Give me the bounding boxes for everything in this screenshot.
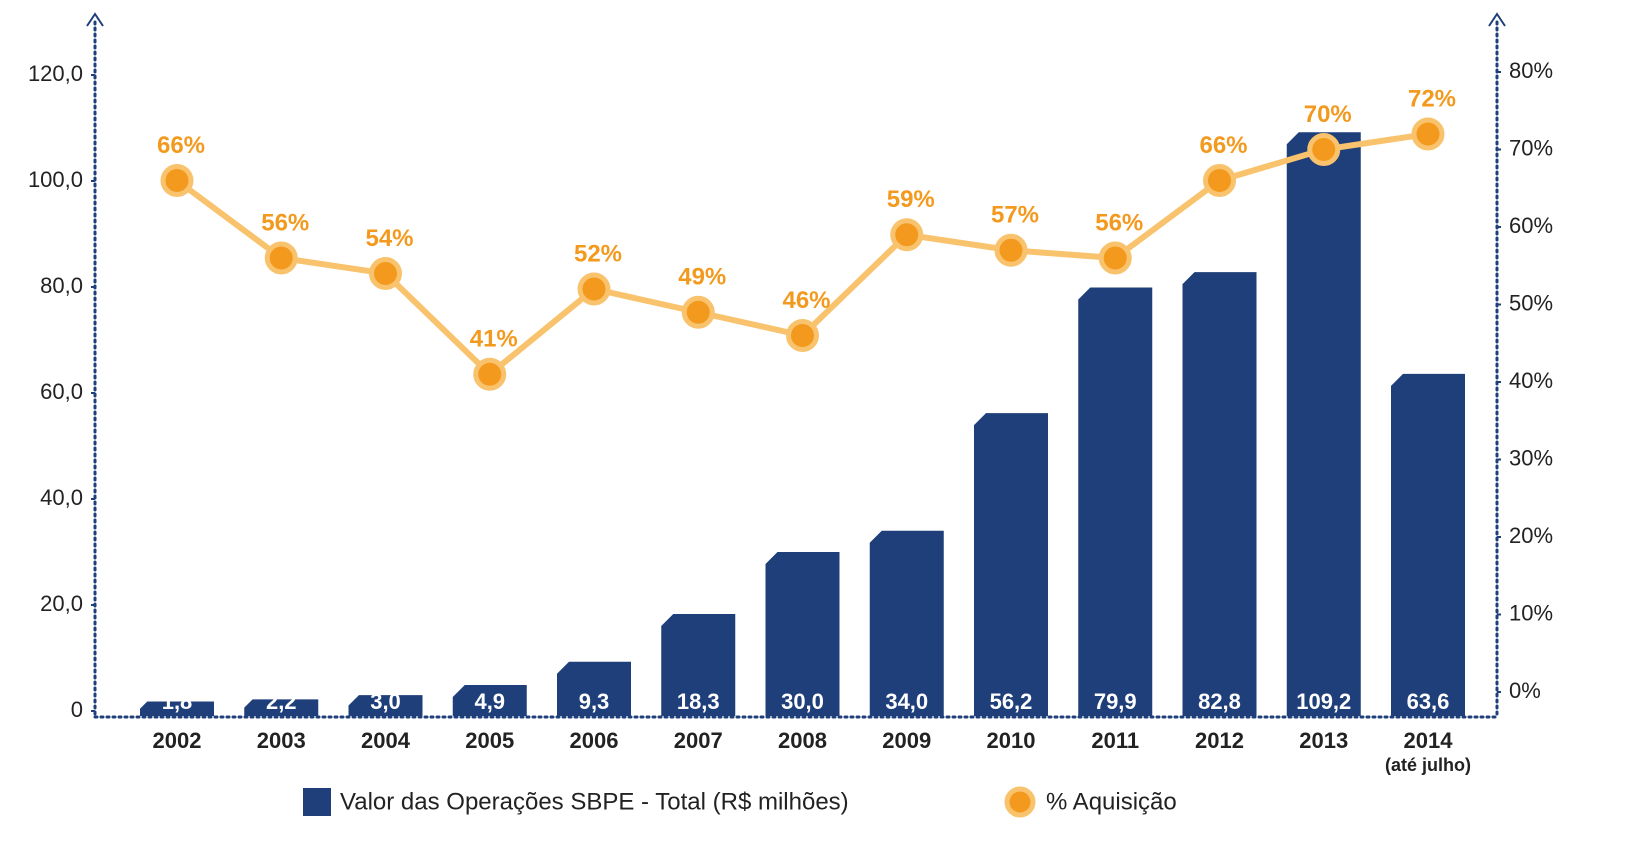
line-point (160, 164, 194, 197)
y2-tick-label: 10% (1509, 600, 1553, 625)
line-point (786, 319, 819, 352)
bar-value-label: 56,2 (990, 689, 1033, 714)
bar-value-label: 109,2 (1296, 689, 1351, 714)
x-tick-label: 2002 (153, 728, 202, 753)
line-value-label: 59% (887, 186, 935, 213)
y2-tick-label: 80% (1509, 58, 1553, 83)
bar (1391, 373, 1465, 716)
x-tick-label: 2009 (882, 728, 931, 753)
x-tick-label: 2014 (1404, 728, 1454, 753)
bar (1078, 287, 1153, 716)
line-value-label: 66% (1199, 132, 1247, 159)
legend-swatch (303, 788, 331, 816)
bar (244, 699, 319, 716)
y-tick-label: 80,0 (40, 273, 83, 298)
x-tick-label: 2007 (674, 728, 723, 753)
line-point (1203, 164, 1236, 197)
x-tick-label: 2003 (257, 728, 306, 753)
x-tick-label: 2004 (361, 728, 411, 753)
y2-tick-label: 0% (1509, 678, 1541, 703)
line-value-label: 54% (365, 225, 413, 252)
line-value-label: 56% (261, 209, 309, 236)
bar-value-label: 79,9 (1094, 689, 1137, 714)
bar (661, 614, 736, 716)
y-tick-label: 60,0 (40, 379, 83, 404)
y-tick-label: 120,0 (28, 61, 83, 86)
x-tick-label: 2010 (987, 728, 1036, 753)
y-tick-label: 0 (71, 697, 83, 722)
line-value-label: 72% (1408, 85, 1456, 112)
line-point (577, 272, 611, 306)
bar-value-label: 9,3 (579, 689, 610, 714)
x-tick-label: 2006 (570, 728, 619, 753)
line-point (369, 257, 402, 290)
line-point (264, 241, 298, 275)
y2-tick-label: 30% (1509, 445, 1553, 470)
bar (974, 413, 1048, 716)
y-tick-label: 20,0 (40, 591, 83, 616)
line-value-label: 70% (1304, 101, 1352, 128)
bar (557, 661, 631, 716)
x-tick-label: 2013 (1299, 728, 1348, 753)
bar (1286, 132, 1361, 717)
line-value-label: 46% (782, 287, 830, 314)
line-point (681, 295, 715, 329)
bar-value-label: 3,0 (370, 689, 401, 714)
bar-value-label: 4,9 (474, 689, 505, 714)
bar-value-label: 30,0 (781, 689, 824, 714)
bar (869, 530, 944, 716)
y-tick-label: 40,0 (40, 485, 83, 510)
x-tick-label: 2011 (1091, 728, 1139, 753)
legend-label: % Aquisição (1046, 788, 1177, 815)
y2-tick-label: 40% (1509, 368, 1553, 393)
y2-tick-label: 60% (1509, 213, 1553, 238)
y2-tick-label: 70% (1509, 135, 1553, 160)
line-value-label: 56% (1095, 209, 1143, 236)
bar (348, 695, 423, 716)
bar (140, 701, 214, 716)
line-value-label: 57% (991, 202, 1039, 229)
bar-value-label: 18,3 (677, 689, 720, 714)
bar-value-label: 63,6 (1407, 689, 1450, 714)
bar-value-label: 1,8 (162, 689, 193, 714)
line-point (1098, 241, 1132, 275)
bar (1182, 272, 1257, 716)
line-value-label: 41% (470, 326, 518, 353)
line-value-label: 49% (678, 264, 726, 291)
bar-value-label: 82,8 (1198, 689, 1241, 714)
y-tick-label: 100,0 (28, 167, 83, 192)
line-point (473, 357, 507, 391)
line-value-label: 52% (574, 240, 622, 267)
bar (452, 685, 527, 716)
line-point (1307, 133, 1341, 166)
axis-arrow (1488, 12, 1506, 27)
x-tick-label: 2005 (465, 728, 514, 753)
bar (765, 552, 840, 716)
line-value-label: 66% (157, 132, 205, 159)
y2-tick-label: 20% (1509, 523, 1553, 548)
axis-arrow (86, 12, 104, 27)
line-point (1411, 117, 1445, 151)
x-note: (até julho) (1385, 755, 1471, 775)
y2-tick-label: 50% (1509, 290, 1553, 315)
line-point (890, 218, 924, 252)
line-point (994, 233, 1028, 267)
legend-label: Valor das Operações SBPE - Total (R$ mil… (340, 788, 849, 815)
x-tick-label: 2008 (778, 728, 827, 753)
x-tick-label: 2012 (1195, 728, 1244, 753)
legend-swatch (1004, 786, 1036, 818)
bar-value-label: 34,0 (885, 689, 928, 714)
bar-value-label: 2,2 (266, 689, 297, 714)
